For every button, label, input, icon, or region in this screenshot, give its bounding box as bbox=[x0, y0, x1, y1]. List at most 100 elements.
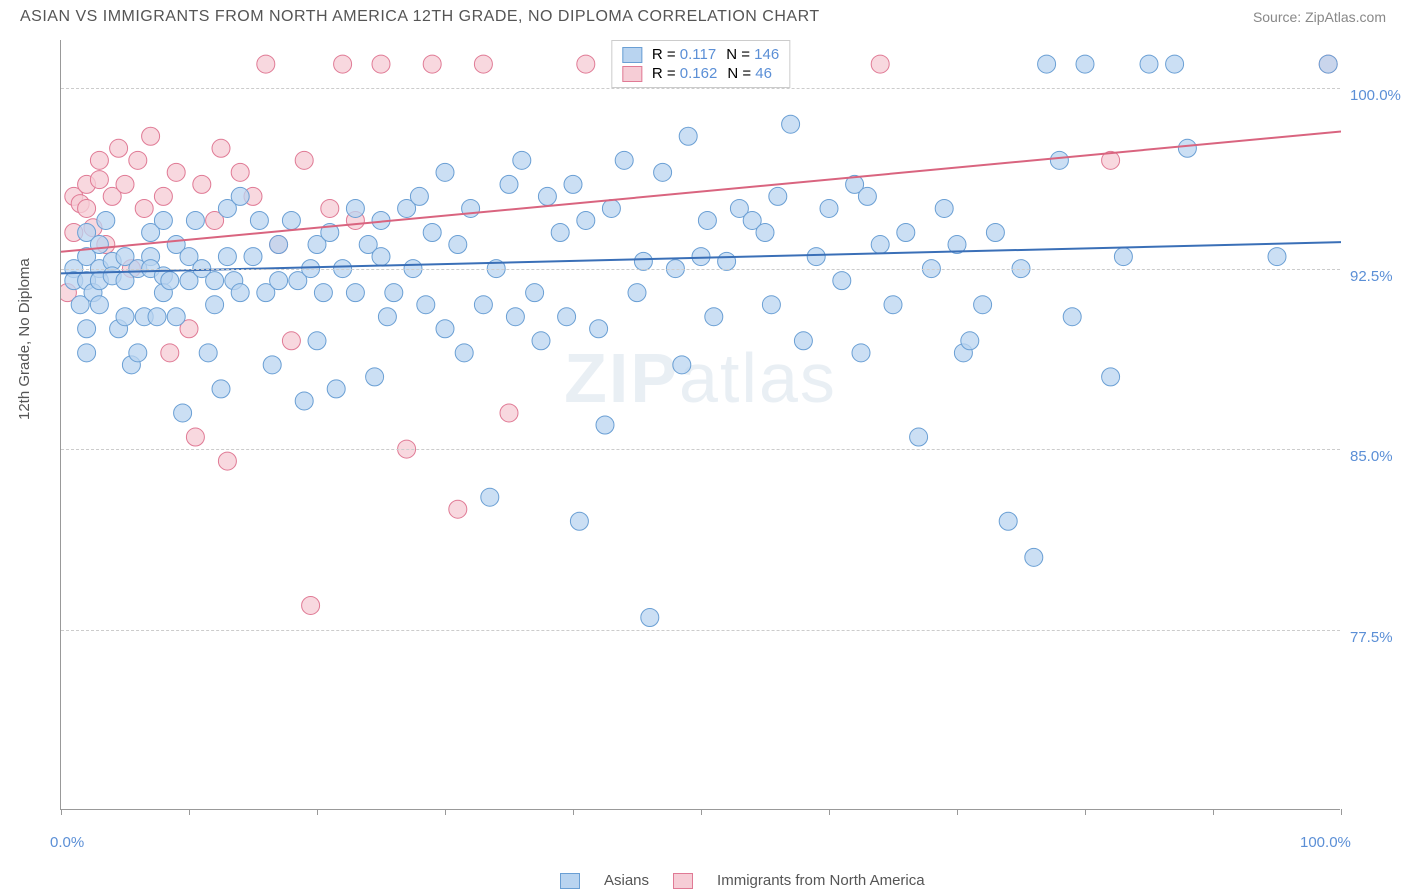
asians-point bbox=[602, 199, 620, 217]
legend-row-asians: R = 0.117N = 146 bbox=[622, 45, 779, 64]
gridline bbox=[61, 449, 1340, 450]
asians-point bbox=[1166, 55, 1184, 73]
asians-point bbox=[935, 199, 953, 217]
immigrants-point bbox=[295, 151, 313, 169]
asians-point bbox=[858, 187, 876, 205]
asians-point bbox=[999, 512, 1017, 530]
asians-point bbox=[346, 199, 364, 217]
asians-point bbox=[97, 211, 115, 229]
asians-point bbox=[436, 320, 454, 338]
asians-point bbox=[174, 404, 192, 422]
asians-point bbox=[986, 224, 1004, 242]
y-tick-label: 100.0% bbox=[1350, 87, 1401, 104]
asians-point bbox=[455, 344, 473, 362]
asians-point bbox=[378, 308, 396, 326]
asians-point bbox=[596, 416, 614, 434]
asians-point bbox=[423, 224, 441, 242]
immigrants-point bbox=[372, 55, 390, 73]
asians-point bbox=[974, 296, 992, 314]
asians-point bbox=[910, 428, 928, 446]
asians-point bbox=[244, 248, 262, 266]
immigrants-point bbox=[282, 332, 300, 350]
immigrants-point bbox=[449, 500, 467, 518]
asians-point bbox=[538, 187, 556, 205]
asians-point bbox=[231, 187, 249, 205]
asians-point bbox=[346, 284, 364, 302]
immigrants-legend-swatch bbox=[673, 873, 693, 889]
asians-point bbox=[474, 296, 492, 314]
asians-point bbox=[532, 332, 550, 350]
asians-point bbox=[1076, 55, 1094, 73]
asians-point bbox=[833, 272, 851, 290]
asians-point bbox=[1268, 248, 1286, 266]
x-tick-label: 100.0% bbox=[1300, 834, 1351, 851]
legend-row-immigrants: R = 0.162N = 46 bbox=[622, 64, 779, 83]
asians-point bbox=[148, 308, 166, 326]
asians-point bbox=[705, 308, 723, 326]
asians-point bbox=[884, 296, 902, 314]
immigrants-point bbox=[154, 187, 172, 205]
asians-point bbox=[372, 248, 390, 266]
x-tick-mark bbox=[701, 809, 702, 815]
x-tick-mark bbox=[957, 809, 958, 815]
immigrants-point bbox=[135, 199, 153, 217]
immigrants-point bbox=[231, 163, 249, 181]
asians-point bbox=[564, 175, 582, 193]
legend-n-label: N = 46 bbox=[727, 65, 772, 82]
asians-point bbox=[90, 296, 108, 314]
asians-point bbox=[1114, 248, 1132, 266]
asians-point bbox=[807, 248, 825, 266]
asians-point bbox=[526, 284, 544, 302]
asians-point bbox=[558, 308, 576, 326]
asians-point bbox=[366, 368, 384, 386]
asians-point bbox=[782, 115, 800, 133]
asians-point bbox=[90, 236, 108, 254]
asians-point bbox=[129, 344, 147, 362]
scatter-plot: ZIPatlas R = 0.117N = 146R = 0.162N = 46 bbox=[60, 40, 1340, 810]
asians-point bbox=[1025, 548, 1043, 566]
immigrants-point bbox=[218, 452, 236, 470]
asians-point bbox=[897, 224, 915, 242]
asians-legend-label: Asians bbox=[604, 872, 649, 889]
asians-point bbox=[1063, 308, 1081, 326]
asians-point bbox=[154, 211, 172, 229]
asians-point bbox=[654, 163, 672, 181]
asians-point bbox=[1050, 151, 1068, 169]
y-axis-label: 12th Grade, No Diploma bbox=[16, 258, 33, 420]
asians-point bbox=[263, 356, 281, 374]
asians-point bbox=[692, 248, 710, 266]
asians-point bbox=[1102, 368, 1120, 386]
asians-point bbox=[250, 211, 268, 229]
asians-point bbox=[698, 211, 716, 229]
asians-point bbox=[206, 296, 224, 314]
asians-point bbox=[551, 224, 569, 242]
immigrants-point bbox=[167, 163, 185, 181]
asians-point bbox=[436, 163, 454, 181]
immigrants-point bbox=[423, 55, 441, 73]
asians-point bbox=[314, 284, 332, 302]
x-tick-mark bbox=[445, 809, 446, 815]
legend-r-label: R = 0.117 bbox=[652, 46, 716, 63]
asians-point bbox=[506, 308, 524, 326]
asians-point bbox=[481, 488, 499, 506]
immigrants-point bbox=[212, 139, 230, 157]
x-tick-mark bbox=[1213, 809, 1214, 815]
chart-title: ASIAN VS IMMIGRANTS FROM NORTH AMERICA 1… bbox=[20, 8, 820, 26]
correlation-legend: R = 0.117N = 146R = 0.162N = 46 bbox=[611, 40, 790, 88]
asians-point bbox=[295, 392, 313, 410]
asians-point bbox=[1038, 55, 1056, 73]
immigrants-swatch bbox=[622, 66, 642, 82]
asians-point bbox=[500, 175, 518, 193]
asians-point bbox=[590, 320, 608, 338]
asians-point bbox=[206, 272, 224, 290]
asians-point bbox=[820, 199, 838, 217]
y-tick-label: 92.5% bbox=[1350, 268, 1393, 285]
asians-point bbox=[449, 236, 467, 254]
asians-point bbox=[1178, 139, 1196, 157]
asians-point bbox=[186, 211, 204, 229]
immigrants-point bbox=[186, 428, 204, 446]
x-tick-mark bbox=[573, 809, 574, 815]
immigrants-point bbox=[193, 175, 211, 193]
asians-point bbox=[78, 344, 96, 362]
asians-point bbox=[161, 272, 179, 290]
